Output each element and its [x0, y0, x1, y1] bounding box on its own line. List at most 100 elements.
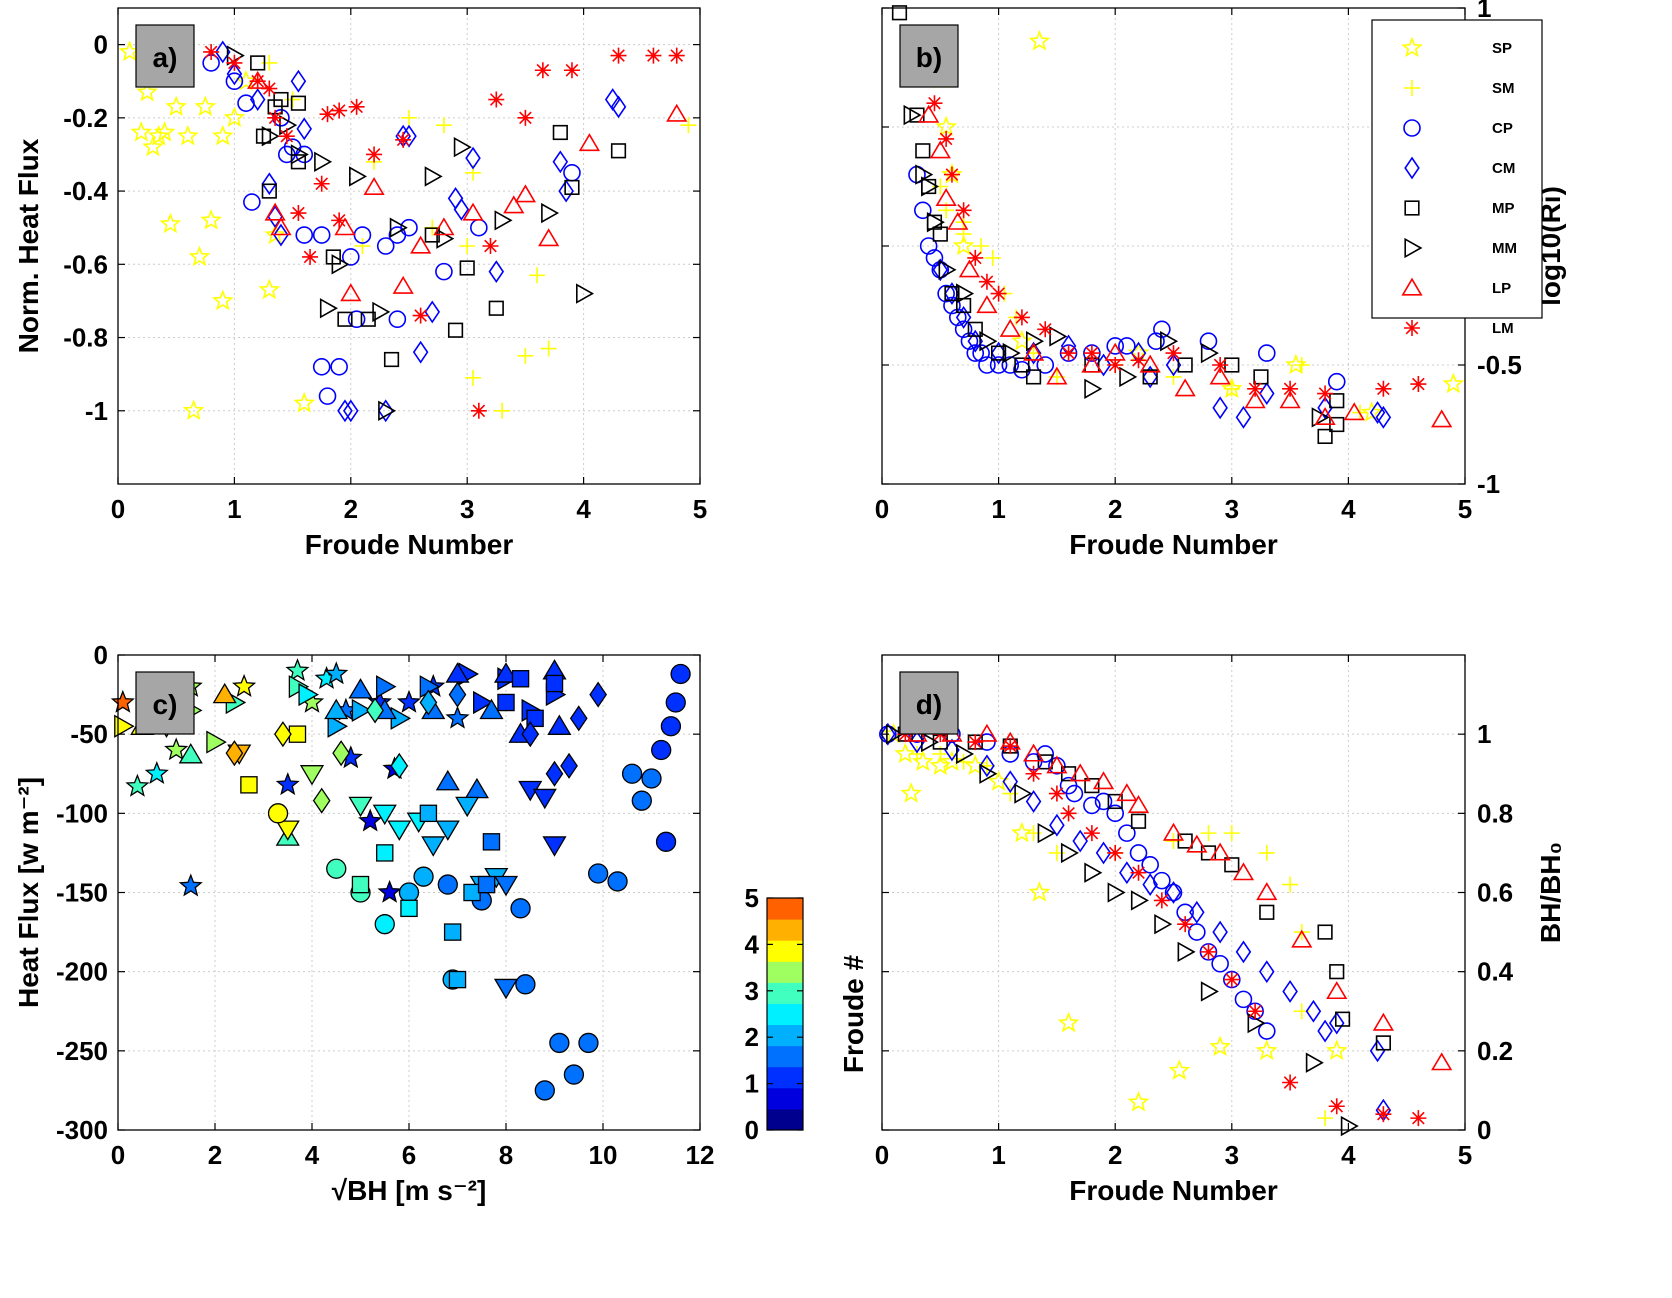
panel-c-heat-flux-vs-sqrt-bh: 0 2 4 6 8 10 12 √BH [m s⁻²] 0 -50 -100 -150 -200 -250…: [13, 640, 714, 1206]
data-point: [666, 103, 688, 122]
y-tick-label: 0.2: [1477, 1036, 1513, 1066]
data-point: [1130, 352, 1147, 369]
data-point: [250, 55, 266, 71]
y-tick-label: 0.6: [1477, 878, 1513, 908]
data-point: [348, 98, 365, 115]
data-point: [1002, 738, 1019, 755]
y-tick-label: -0.4: [63, 176, 108, 206]
data-point: [488, 300, 504, 316]
data-point: [932, 226, 948, 242]
x-tick-label: 5: [693, 494, 707, 524]
data-point: [1200, 981, 1219, 1002]
y-tick-label: 1: [1477, 719, 1491, 749]
series-mm: [903, 104, 1330, 428]
x-tick-label: 2: [1108, 494, 1122, 524]
data-point: [1025, 765, 1042, 782]
data-point: [383, 351, 400, 368]
data-point: [325, 249, 341, 265]
data-point: [1285, 353, 1307, 375]
data-point: [136, 80, 158, 102]
data-point: [900, 782, 922, 803]
data-point: [589, 681, 608, 708]
data-point: [1049, 813, 1065, 837]
data-point: [1259, 382, 1275, 405]
x-tick-label: 5: [1458, 494, 1472, 524]
data-point: [1232, 862, 1255, 881]
data-point: [1247, 380, 1264, 397]
data-point: [1013, 309, 1030, 326]
data-point: [1212, 357, 1229, 373]
data-point: [1177, 833, 1193, 849]
data-point: [1025, 341, 1042, 365]
data-point: [665, 692, 686, 713]
data-point: [1130, 813, 1147, 829]
data-point: [569, 705, 588, 732]
data-point: [274, 721, 292, 748]
series-cm: [225, 681, 608, 814]
data-point: [348, 796, 373, 818]
data-point: [226, 45, 245, 66]
data-point: [1410, 376, 1427, 393]
data-point: [1317, 385, 1334, 402]
data-point: [1057, 1011, 1080, 1033]
data-point: [319, 106, 336, 123]
x-tick-label: 10: [589, 1140, 618, 1170]
data-point: [1142, 873, 1158, 897]
series-cp: [167, 39, 581, 405]
data-point: [270, 217, 292, 236]
colorbar-segment: [767, 898, 803, 920]
data-point: [388, 310, 407, 329]
data-point: [1060, 842, 1079, 864]
data-point: [1328, 1011, 1345, 1035]
data-point: [378, 400, 397, 421]
x-tick-label: 0: [111, 1140, 125, 1170]
data-point: [249, 73, 266, 90]
data-point: [226, 54, 243, 71]
data-point: [545, 760, 564, 787]
data-point: [343, 399, 359, 423]
colorbar-segment: [767, 1108, 803, 1131]
data-point: [955, 202, 972, 219]
colorbar-tick-label: 2: [745, 1022, 759, 1052]
data-point: [392, 275, 414, 294]
data-point: [419, 804, 438, 823]
data-point: [400, 218, 418, 237]
data-point: [445, 705, 470, 729]
data-point: [1256, 882, 1278, 901]
data-point: [967, 249, 984, 266]
x-tick-label: 4: [305, 1140, 320, 1170]
x-tick-label: 1: [991, 1140, 1005, 1170]
data-point: [990, 285, 1007, 302]
data-point: [547, 714, 572, 735]
data-point: [915, 164, 934, 185]
data-point: [944, 285, 960, 302]
series-lp: [918, 104, 1453, 428]
data-point: [1081, 354, 1103, 373]
data-point: [302, 248, 319, 265]
legend-label: LP: [1492, 280, 1511, 297]
data-point: [1083, 825, 1100, 842]
series-cm: [932, 258, 1392, 429]
data-point: [1154, 913, 1173, 935]
data-point: [534, 62, 551, 79]
legend-label: SP: [1492, 40, 1512, 57]
legend-entry-sp: SP: [1401, 36, 1512, 58]
data-point: [1282, 980, 1298, 1003]
data-point: [278, 128, 295, 145]
data-point: [211, 124, 234, 146]
data-point: [200, 209, 222, 230]
data-point: [401, 109, 417, 126]
data-point: [575, 283, 595, 304]
panel-label-text: a): [153, 42, 178, 73]
y-tick-label: 0: [94, 30, 108, 60]
data-point: [374, 914, 395, 935]
legend-marker: [1404, 156, 1420, 180]
data-point: [956, 283, 975, 304]
data-point: [534, 1080, 555, 1101]
y-axis-label: Heat Flux [w m⁻²]: [13, 777, 44, 1008]
data-point: [1360, 401, 1383, 422]
data-point: [1165, 881, 1182, 904]
data-point: [1127, 1090, 1150, 1112]
data-point: [651, 739, 672, 761]
data-point: [529, 267, 546, 284]
